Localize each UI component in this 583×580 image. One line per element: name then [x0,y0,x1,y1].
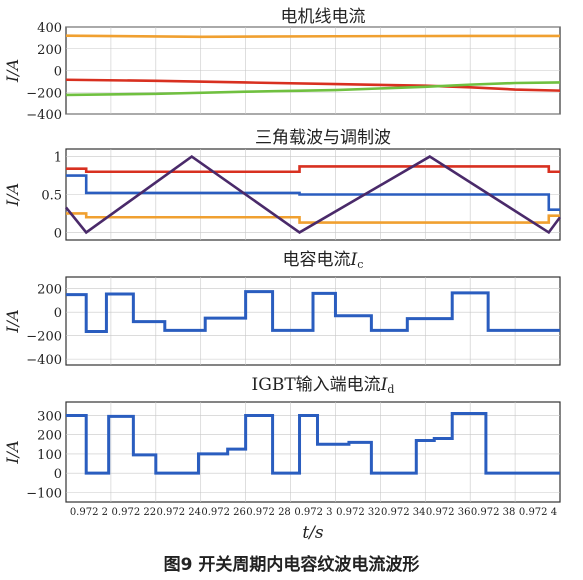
x-tick-label: 0.972 2 [70,507,108,518]
y-tick-label: 300 [37,409,62,424]
title-subscript: c [357,258,363,271]
series-line-1 [66,412,560,475]
chart-title: 电机线电流 [281,7,366,27]
title-subscript: d [387,383,394,396]
x-tick-label: 0.972 38 [471,507,516,518]
y-tick-label: 200 [37,283,62,298]
y-tick-label: −200 [26,330,62,345]
chart-panel-1: 400 200 0 −200 −400 电机线电流 I/A [3,7,561,123]
plot-frame [65,401,561,503]
x-tick-label: 0.972 34 [381,507,426,518]
x-tick-label: 0.972 3 [294,507,332,518]
y-axis-label: I/A [3,309,22,333]
y-tick-label: 0 [54,65,62,80]
chart-title: 三角载波与调制波 [255,128,391,148]
series-line-1 [65,34,560,39]
y-tick-label: 0.5 [41,189,62,204]
series-line-2 [65,78,561,92]
y-tick-label: −400 [26,353,62,368]
y-tick-label: 100 [37,448,62,463]
series-line-3 [66,212,560,224]
x-tick-label: 0.972 26 [201,507,246,518]
x-tick-label: 0.972 36 [426,507,471,518]
y-tick-label: −400 [26,108,62,123]
x-tick-label: 0.972 4 [519,507,557,518]
y-axis-label: I/A [3,183,22,207]
x-tick-label: 0.972 24 [156,507,201,518]
x-tick-label: 0.972 22 [112,507,157,518]
chart-panel-4: 300 200 100 0 −100 IGBT输入端电流Id I/A [3,375,561,503]
y-tick-label: −200 [26,86,62,101]
series-line-2 [66,174,560,211]
y-tick-label: 1 [54,151,62,166]
y-tick-label: 200 [37,43,62,58]
y-tick-label: −100 [26,486,62,501]
x-axis-label: t/s [302,523,324,543]
x-tick-label: 0.972 28 [246,507,291,518]
figure-caption: 图9 开关周期内电容纹波电流波形 [163,555,420,575]
chart-panel-2: 1 0.5 0 三角载波与调制波 I/A [3,128,562,241]
y-axis-label: I/A [3,440,22,464]
title-symbol: I [380,375,388,395]
y-tick-label: 0 [54,467,62,482]
chart-title: 电容电流Ic [283,250,364,271]
x-tick-label: 0.972 32 [336,507,381,518]
y-tick-label: 400 [37,21,62,36]
chart-title: IGBT输入端电流Id [252,375,395,396]
chart-panel-3: 200 0 −200 −400 电容电流Ic I/A [3,250,561,368]
series-line-1 [66,290,560,334]
y-tick-label: 200 [37,429,62,444]
y-tick-label: 0 [54,226,62,241]
series-line-3 [65,81,561,97]
figure: 4002000−200−400电机线电流I/A10.50三角载波与调制波I/A2… [3,7,562,543]
y-tick-label: 0 [54,306,62,321]
y-axis-label: I/A [3,59,22,83]
series-line-4 [64,154,562,235]
series-line-1 [66,165,560,174]
title-symbol: I [350,250,358,270]
